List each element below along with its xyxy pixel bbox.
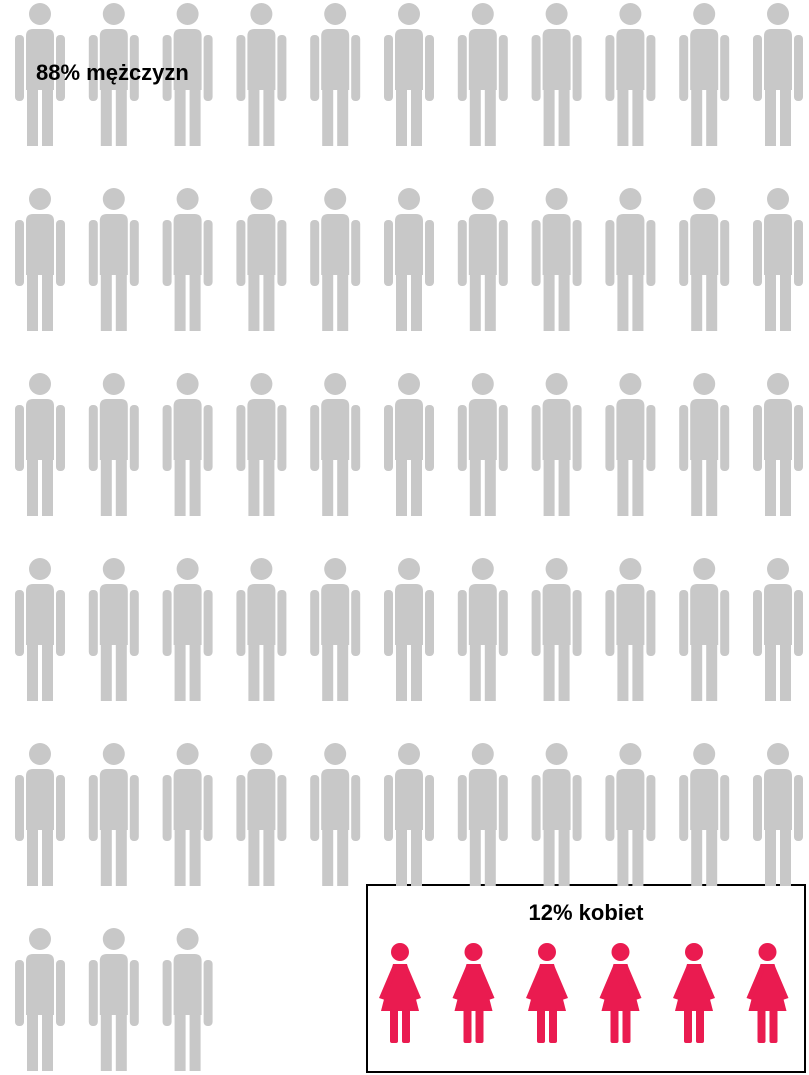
man-icon (457, 373, 508, 516)
man-icon (88, 928, 139, 1071)
man-icon (679, 3, 730, 146)
man-icon (457, 3, 508, 146)
man-icon (753, 558, 803, 701)
man-icon (679, 188, 730, 331)
man-icon (679, 558, 730, 701)
man-icon (236, 188, 287, 331)
man-icon (679, 743, 730, 886)
man-icon (88, 3, 139, 146)
man-icon (162, 928, 213, 1071)
man-icon (531, 558, 582, 701)
man-icon (753, 373, 803, 516)
man-icon (605, 188, 656, 331)
men-percent-label: 88% mężczyzn (36, 60, 189, 85)
man-icon (605, 373, 656, 516)
women-percent-label: 12% kobiet (528, 900, 644, 925)
man-icon (384, 3, 434, 146)
man-icon (15, 743, 65, 886)
man-icon (753, 3, 803, 146)
man-icon (531, 743, 582, 886)
man-icon (384, 373, 434, 516)
man-icon (162, 743, 213, 886)
man-icon (88, 743, 139, 886)
woman-icon (673, 943, 715, 1043)
woman-icon (746, 943, 789, 1043)
man-icon (310, 373, 361, 516)
woman-icon (452, 943, 495, 1043)
man-icon (605, 743, 656, 886)
man-icon (88, 373, 139, 516)
man-icon (531, 3, 582, 146)
man-icon (384, 743, 434, 886)
man-icon (605, 3, 656, 146)
man-icon (310, 188, 361, 331)
man-icon (384, 188, 434, 331)
man-icon (457, 188, 508, 331)
man-icon (236, 3, 287, 146)
man-icon (162, 3, 213, 146)
man-icon (753, 743, 803, 886)
man-icon (753, 188, 803, 331)
man-icon (457, 558, 508, 701)
man-icon (531, 373, 582, 516)
man-icon (236, 743, 287, 886)
man-icon (605, 558, 656, 701)
man-icon (310, 743, 361, 886)
man-icon (88, 188, 139, 331)
man-icon (457, 743, 508, 886)
man-icon (310, 558, 361, 701)
woman-icon (599, 943, 642, 1043)
man-icon (15, 188, 65, 331)
man-icon (15, 3, 65, 146)
man-icon (384, 558, 434, 701)
woman-icon (526, 943, 568, 1043)
man-icon (310, 3, 361, 146)
man-icon (162, 373, 213, 516)
man-icon (15, 928, 65, 1071)
man-icon (531, 188, 582, 331)
man-icon (236, 558, 287, 701)
man-icon (15, 558, 65, 701)
man-icon (236, 373, 287, 516)
man-icon (15, 373, 65, 516)
man-icon (162, 558, 213, 701)
women-highlight-box (366, 884, 806, 1073)
man-icon (88, 558, 139, 701)
man-icon (162, 188, 213, 331)
woman-icon (379, 943, 421, 1043)
man-icon (679, 373, 730, 516)
